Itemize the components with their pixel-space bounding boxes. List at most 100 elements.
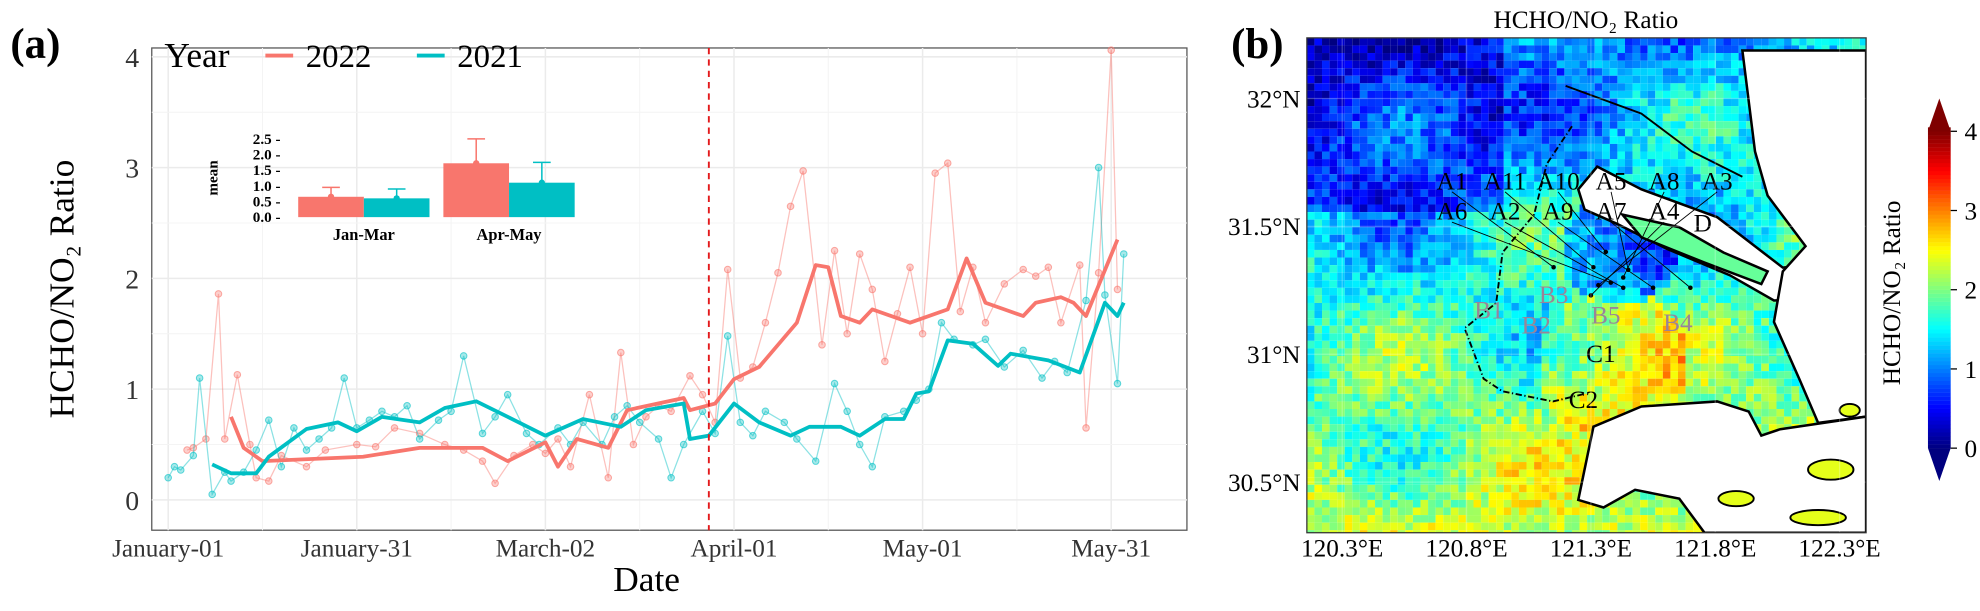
- map-cell: [1420, 340, 1429, 349]
- map-cell: [1693, 53, 1701, 61]
- map-cell: [1746, 348, 1754, 356]
- map-cell: [1670, 83, 1679, 91]
- map-cell: [1579, 333, 1588, 341]
- map-cell: [1541, 83, 1550, 91]
- map-cell: [1481, 174, 1489, 182]
- map-cell: [1382, 174, 1391, 182]
- map-cell: [1473, 181, 1482, 190]
- map-cell: [1450, 507, 1459, 516]
- map-cell: [1609, 348, 1618, 356]
- map-cell: [1344, 83, 1353, 91]
- map-cell: [1412, 462, 1421, 470]
- map-cell: [1715, 128, 1724, 137]
- map-cell: [1602, 136, 1610, 144]
- map-cell: [1458, 90, 1466, 99]
- data-point-2022: [723, 265, 732, 274]
- map-cell: [1382, 310, 1391, 319]
- map-cell: [1465, 318, 1474, 326]
- map-cell: [1731, 37, 1739, 46]
- map-cell: [1518, 227, 1527, 235]
- map-cell: [1375, 325, 1383, 334]
- map-cell: [1723, 106, 1732, 114]
- map-cell: [1329, 386, 1338, 394]
- map-cell: [1352, 355, 1360, 364]
- map-cell: [1503, 462, 1512, 470]
- map-cell: [1594, 45, 1603, 54]
- map-cell: [1579, 439, 1588, 447]
- map-cell: [1412, 128, 1421, 137]
- map-cell: [1632, 378, 1641, 387]
- map-cell: [1375, 386, 1383, 394]
- map-cell: [1428, 318, 1436, 326]
- map-cell: [1662, 83, 1671, 91]
- map-cell: [1655, 159, 1663, 167]
- map-cell: [1405, 45, 1413, 54]
- map-cell: [1526, 234, 1535, 243]
- map-cell: [1375, 90, 1383, 99]
- map-cell: [1397, 113, 1406, 122]
- map-cell: [1443, 386, 1451, 394]
- map-cell: [1465, 136, 1474, 144]
- map-cell: [1617, 522, 1625, 531]
- map-cell: [1397, 318, 1406, 326]
- map-cell: [1450, 515, 1459, 523]
- map-cell: [1723, 272, 1732, 281]
- map-cell: [1579, 348, 1588, 356]
- map-cell: [1564, 386, 1572, 394]
- map-cell: [1579, 159, 1588, 167]
- data-point-2022: [321, 446, 330, 454]
- map-cell: [1784, 416, 1792, 425]
- map-cell: [1647, 242, 1656, 250]
- map-cell: [1337, 477, 1345, 485]
- map-cell: [1693, 265, 1701, 273]
- map-cell: [1541, 431, 1550, 440]
- map-cell: [1746, 302, 1754, 311]
- map-cell: [1344, 401, 1353, 410]
- map-cell: [1708, 159, 1716, 167]
- map-cell: [1715, 363, 1724, 372]
- map-cell: [1375, 265, 1383, 273]
- map-cell: [1473, 189, 1482, 197]
- map-cell: [1700, 204, 1709, 213]
- map-cell: [1526, 462, 1535, 470]
- map-cell: [1602, 295, 1610, 303]
- map-cell: [1700, 386, 1709, 394]
- map-cell: [1541, 477, 1550, 485]
- map-cell: [1390, 83, 1398, 91]
- map-cell: [1496, 121, 1504, 129]
- map-cell: [1579, 174, 1588, 182]
- map-cell: [1640, 181, 1648, 190]
- map-cell: [1465, 446, 1474, 455]
- map-cell: [1344, 174, 1353, 182]
- map-cell: [1337, 242, 1345, 250]
- map-cell: [1534, 106, 1542, 114]
- map-cell: [1609, 113, 1618, 122]
- map-cell: [1367, 325, 1376, 334]
- map-cell: [1344, 462, 1353, 470]
- map-cell: [1700, 318, 1709, 326]
- map-cell: [1564, 492, 1572, 500]
- map-cell: [1685, 143, 1694, 152]
- map-cell: [1473, 98, 1482, 107]
- map-cell: [1412, 181, 1421, 190]
- map-cell: [1647, 325, 1656, 334]
- map-cell: [1655, 143, 1663, 152]
- map-cell: [1511, 75, 1519, 84]
- map-cell: [1723, 318, 1732, 326]
- map-cell: [1481, 90, 1489, 99]
- map-cell: [1375, 507, 1383, 516]
- map-cell: [1382, 242, 1391, 250]
- map-cell: [1617, 121, 1625, 129]
- map-cell: [1306, 469, 1315, 478]
- map-cell: [1518, 257, 1527, 266]
- data-point-2021: [811, 457, 820, 465]
- map-cell: [1314, 507, 1323, 516]
- map-cell: [1564, 249, 1572, 258]
- map-cell: [1647, 60, 1656, 69]
- map-cell: [1496, 143, 1504, 152]
- map-cell: [1761, 310, 1769, 319]
- map-cell: [1556, 37, 1565, 46]
- map-cell: [1511, 189, 1519, 197]
- map-cell: [1746, 325, 1754, 334]
- map-cell: [1708, 121, 1716, 129]
